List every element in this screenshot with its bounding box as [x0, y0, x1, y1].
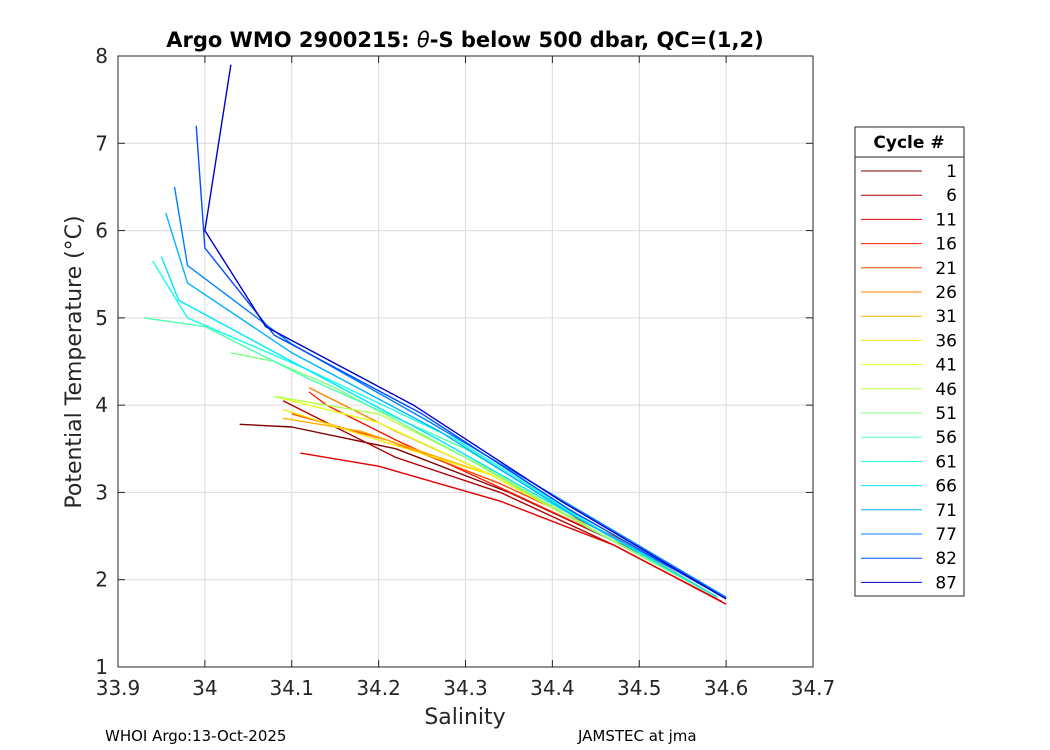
y-tick-label: 3: [95, 480, 108, 504]
legend-label: 26: [935, 283, 957, 303]
legend-label: 61: [935, 452, 957, 472]
x-tick-label: 34.5: [617, 676, 662, 700]
grid-lines: [118, 56, 813, 667]
legend-label: 21: [935, 259, 957, 279]
axis-ticks: 33.9 34 34.1 34.2 34.3 34.4 34.5 34.6 34.7123456…: [95, 44, 835, 700]
series-line-cycle-51: [230, 352, 718, 598]
legend-label: 51: [935, 404, 957, 424]
legend-label: 77: [935, 525, 957, 545]
legend-label: 1: [946, 162, 957, 182]
legend-label: 41: [935, 356, 957, 376]
legend-label: 16: [935, 235, 957, 255]
legend-label: 46: [935, 380, 957, 400]
y-tick-label: 8: [95, 44, 108, 68]
legend-label: 56: [935, 428, 957, 448]
x-tick-label: 34.6: [704, 676, 749, 700]
series-line-cycle-82: [195, 125, 727, 600]
series-line-cycle-77: [173, 186, 727, 598]
y-axis-label: Potential Temperature (°C): [62, 215, 87, 508]
y-tick-label: 6: [95, 219, 108, 243]
series-line-cycle-87: [204, 64, 727, 600]
series-line-cycle-71: [165, 212, 727, 598]
series-line-cycle-21: [291, 413, 718, 598]
legend-label: 11: [935, 210, 957, 230]
legend-title: Cycle #: [873, 133, 944, 153]
legend-box: [854, 126, 965, 597]
legend: Cycle # 16111621263136414651566166717782…: [854, 126, 965, 597]
series-line-cycle-46: [274, 395, 718, 598]
legend-label: 82: [935, 549, 957, 569]
legend-label: 6: [946, 186, 957, 206]
y-tick-label: 7: [95, 131, 108, 155]
legend-label: 36: [935, 331, 957, 351]
x-axis-label: Salinity: [424, 705, 505, 730]
x-tick-label: 34.1: [269, 676, 314, 700]
series-line-cycle-36: [282, 408, 718, 598]
y-tick-label: 2: [95, 568, 108, 592]
legend-label: 66: [935, 477, 957, 497]
x-tick-label: 34: [192, 676, 217, 700]
legend-label: 71: [935, 501, 957, 521]
x-tick-label: 34.3: [443, 676, 488, 700]
footer-right: JAMSTEC at jma: [577, 727, 697, 745]
series-line-cycle-31: [282, 417, 718, 598]
legend-label: 87: [935, 573, 957, 593]
footer-left: WHOI Argo:13-Oct-2025: [105, 727, 286, 745]
series-line-cycle-41: [274, 395, 718, 598]
y-tick-label: 4: [95, 393, 108, 417]
series-lines: [144, 64, 727, 605]
legend-label: 31: [935, 307, 957, 327]
chart-title: Argo WMO 2900215: θ-S below 500 dbar, QC…: [166, 28, 763, 52]
x-tick-label: 34.4: [530, 676, 575, 700]
x-tick-label: 33.9: [96, 676, 141, 700]
series-line-cycle-11: [300, 452, 727, 605]
y-tick-label: 5: [95, 306, 108, 330]
x-tick-label: 34.7: [791, 676, 836, 700]
x-tick-label: 34.2: [356, 676, 401, 700]
y-tick-label: 1: [95, 655, 108, 679]
